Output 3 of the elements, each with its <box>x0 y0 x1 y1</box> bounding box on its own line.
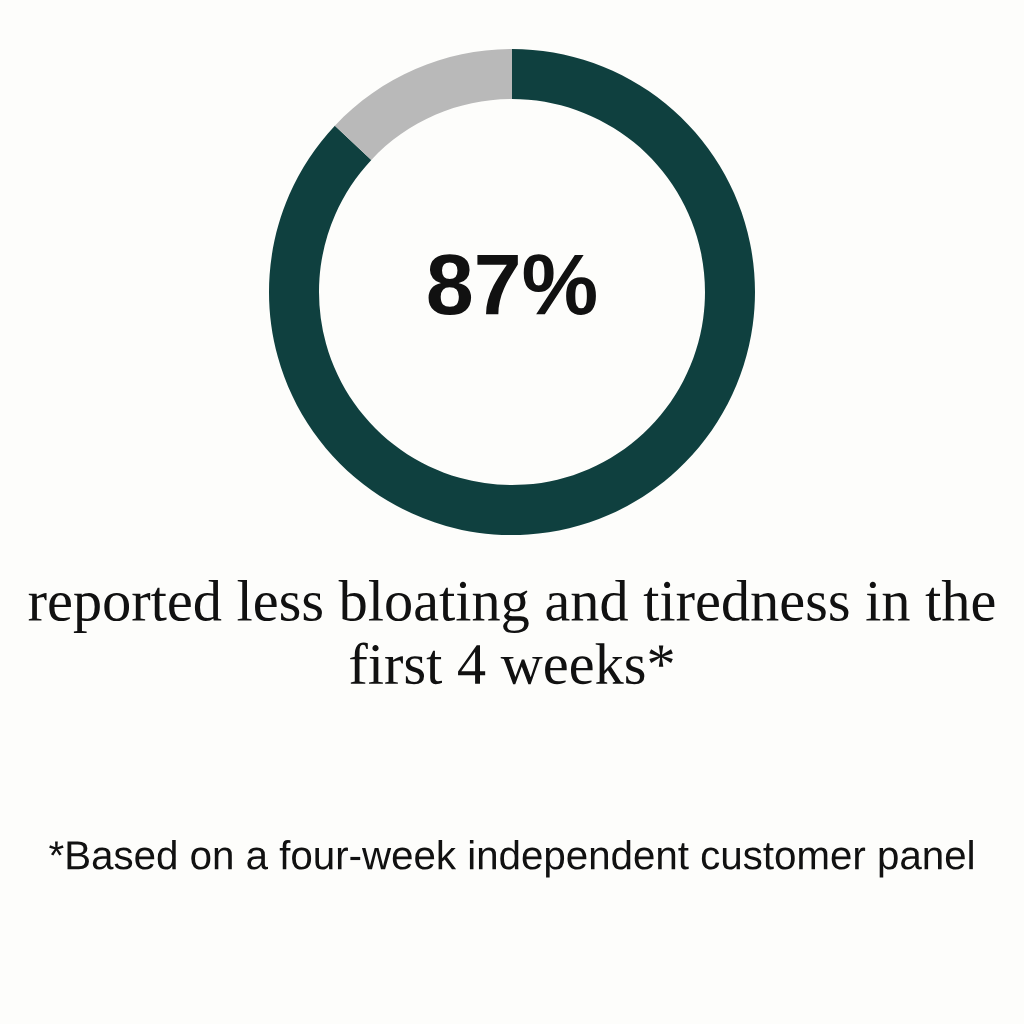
text: *Based on a four-week independent customer panel <box>49 840 973 878</box>
data-label: 87% <box>428 254 596 316</box>
text: reported less bloating and tiredness in the first 4 weeks* <box>28 580 995 685</box>
